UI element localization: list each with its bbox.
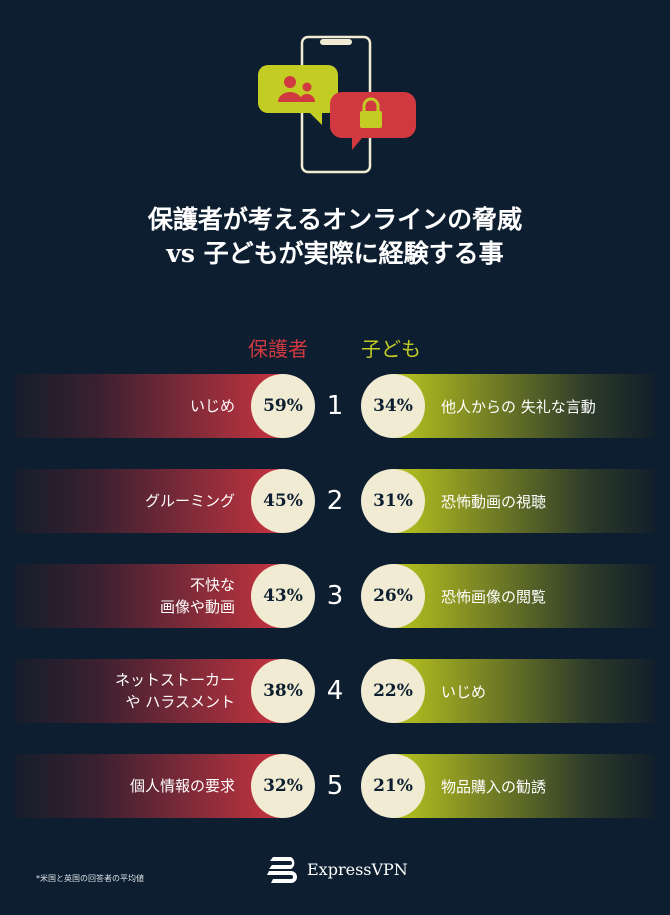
parent-percent: 43% bbox=[251, 564, 315, 628]
title-line-2: vs 子どもが実際に経験する事 bbox=[166, 239, 504, 268]
child-bar bbox=[393, 659, 655, 723]
rank-number: 4 bbox=[326, 676, 344, 706]
parent-label-text: グルーミング bbox=[144, 492, 235, 510]
child-percent: 22% bbox=[361, 659, 425, 723]
parent-bar bbox=[15, 754, 285, 818]
expressvpn-logo-icon bbox=[267, 857, 297, 883]
lock-bubble-icon bbox=[330, 92, 416, 150]
child-percent: 34% bbox=[361, 374, 425, 438]
parent-bar bbox=[15, 659, 285, 723]
rank-number: 5 bbox=[326, 771, 344, 801]
footnote: *米国と英国の回答者の平均値 bbox=[36, 874, 144, 883]
parent-label-text: いじめ bbox=[189, 397, 235, 415]
child-bar bbox=[393, 469, 655, 533]
parent-label-text: 不快な 画像や動画 bbox=[159, 576, 235, 616]
parent-bar bbox=[15, 374, 285, 438]
phone-chat-illustration bbox=[258, 35, 416, 174]
child-percent: 21% bbox=[361, 754, 425, 818]
expressvpn-logo: ExpressVPN bbox=[265, 855, 408, 883]
ranking-row: いじめ 59% 1 34% 他人からの 失礼な言動 bbox=[0, 374, 670, 438]
parent-label: ネットストーカー や ハラスメント bbox=[115, 659, 235, 723]
parent-label: いじめ bbox=[190, 374, 235, 438]
ranking-row: グルーミング 45% 2 31% 恐怖動画の視聴 bbox=[0, 469, 670, 533]
title-line-1: 保護者が考えるオンラインの脅威 bbox=[147, 205, 523, 234]
rank-number: 1 bbox=[326, 391, 344, 421]
brand-name: ExpressVPN bbox=[307, 859, 408, 879]
column-header-child: 子ども bbox=[361, 337, 421, 361]
parent-label: グルーミング bbox=[145, 469, 235, 533]
parent-percent: 38% bbox=[251, 659, 315, 723]
parent-percent: 32% bbox=[251, 754, 315, 818]
child-label: 恐怖動画の視聴 bbox=[441, 492, 547, 511]
child-bar bbox=[393, 754, 655, 818]
child-label: 物品購入の勧誘 bbox=[441, 777, 547, 796]
parent-percent: 59% bbox=[251, 374, 315, 438]
parent-label-text: 個人情報の要求 bbox=[129, 777, 235, 795]
child-percent: 31% bbox=[361, 469, 425, 533]
page-title: 保護者が考えるオンラインの脅威 vs 子どもが実際に経験する事 bbox=[0, 203, 670, 271]
child-bar bbox=[393, 564, 655, 628]
rank-number: 3 bbox=[326, 581, 344, 611]
parent-label: 個人情報の要求 bbox=[130, 754, 235, 818]
parent-bar bbox=[15, 469, 285, 533]
child-label: いじめ bbox=[441, 682, 487, 701]
child-label: 恐怖画像の閲覧 bbox=[441, 587, 547, 606]
child-percent: 26% bbox=[361, 564, 425, 628]
parent-label-text: ネットストーカー や ハラスメント bbox=[114, 671, 235, 711]
ranking-row: 不快な 画像や動画 43% 3 26% 恐怖画像の閲覧 bbox=[0, 564, 670, 628]
child-bar bbox=[393, 374, 655, 438]
parent-label: 不快な 画像や動画 bbox=[160, 564, 235, 628]
column-header-parent: 保護者 bbox=[248, 337, 308, 361]
ranking-row: ネットストーカー や ハラスメント 38% 4 22% いじめ bbox=[0, 659, 670, 723]
parent-percent: 45% bbox=[251, 469, 315, 533]
users-bubble-icon bbox=[258, 65, 338, 125]
ranking-row: 個人情報の要求 32% 5 21% 物品購入の勧誘 bbox=[0, 754, 670, 818]
rank-number: 2 bbox=[326, 486, 344, 516]
parent-bar bbox=[15, 564, 285, 628]
child-label: 他人からの 失礼な言動 bbox=[441, 397, 596, 416]
